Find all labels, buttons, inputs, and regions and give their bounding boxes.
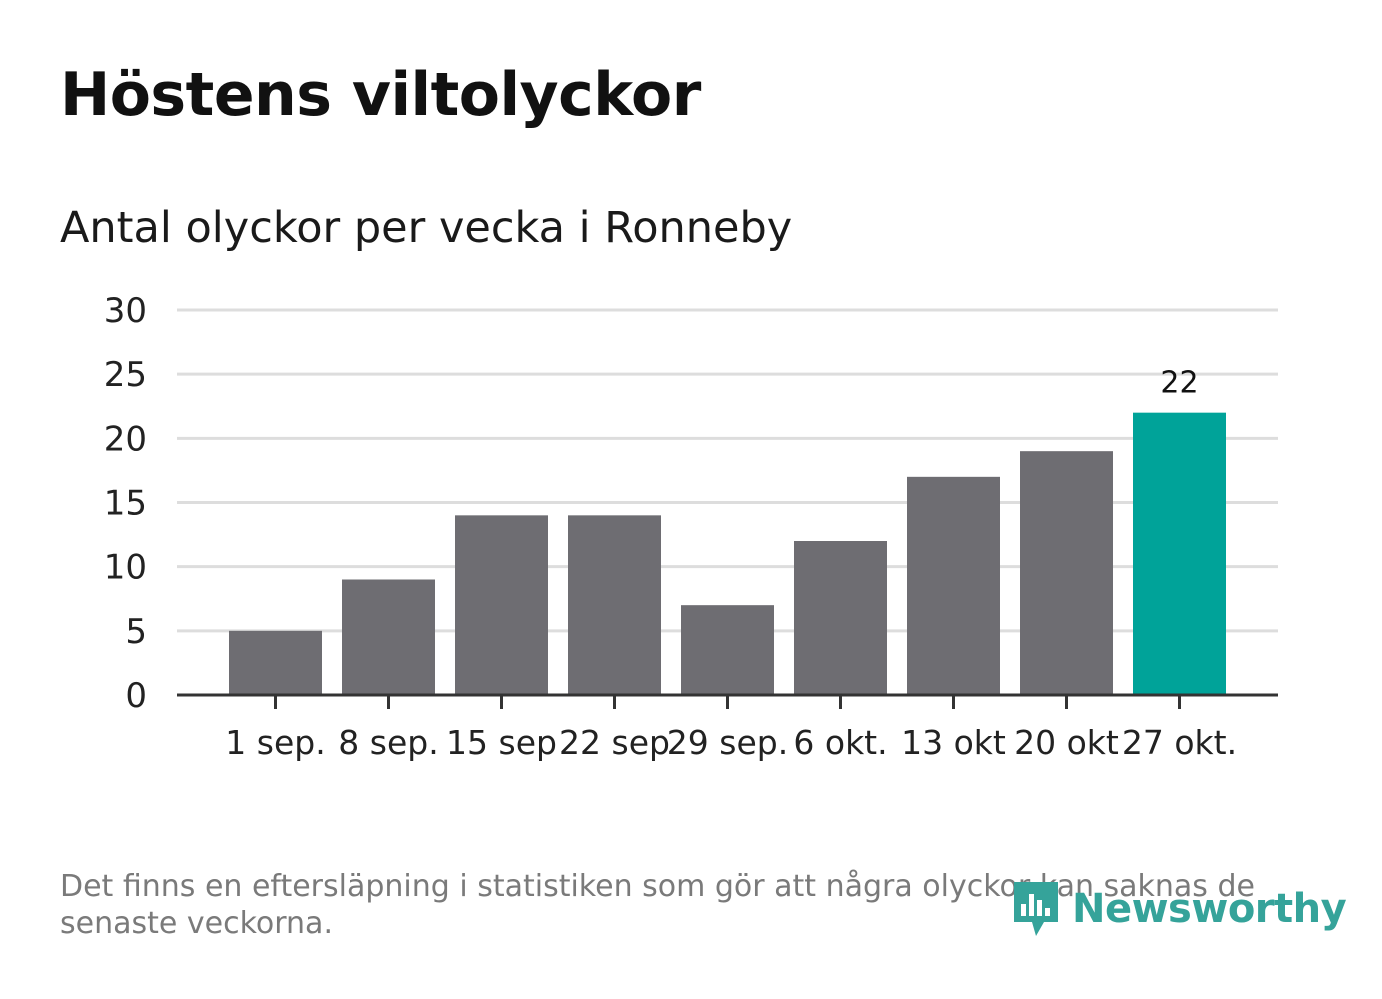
x-tick-label: 13 okt <box>901 723 1006 762</box>
y-tick-label: 15 <box>104 484 147 524</box>
x-tick-label: 8 sep. <box>338 723 438 762</box>
data-label: 22 <box>1160 366 1198 401</box>
y-tick-label: 25 <box>104 355 147 395</box>
y-tick-label: 0 <box>125 676 147 716</box>
x-tick-label: 1 sep. <box>225 723 325 762</box>
newsworthy-logo-icon <box>1014 882 1058 936</box>
bar <box>794 541 887 695</box>
x-tick-label: 6 okt. <box>793 723 887 762</box>
bar-highlight <box>1133 412 1226 695</box>
brand-logo: Newsworthy <box>1010 878 1347 940</box>
chart-subtitle: Antal olyckor per vecka i Ronneby <box>60 203 793 253</box>
x-tick-label: 29 sep. <box>667 723 788 762</box>
bar <box>229 630 322 695</box>
y-tick-label: 10 <box>104 548 147 588</box>
x-tick-label: 20 okt <box>1014 723 1119 762</box>
y-tick-label: 30 <box>104 291 147 331</box>
y-tick-label: 5 <box>125 612 147 652</box>
bar <box>907 476 1000 695</box>
y-tick-label: 20 <box>104 419 147 459</box>
x-tick-label: 27 okt. <box>1122 723 1237 762</box>
bar <box>455 515 548 695</box>
x-tick-label: 22 sep <box>559 723 670 762</box>
bar <box>568 515 661 695</box>
chart-title: Höstens viltolyckor <box>60 60 701 130</box>
bar <box>342 579 435 695</box>
brand-name: Newsworthy <box>1072 886 1347 932</box>
bar <box>1020 451 1113 695</box>
bar <box>681 605 774 695</box>
x-tick-label: 15 sep <box>446 723 557 762</box>
